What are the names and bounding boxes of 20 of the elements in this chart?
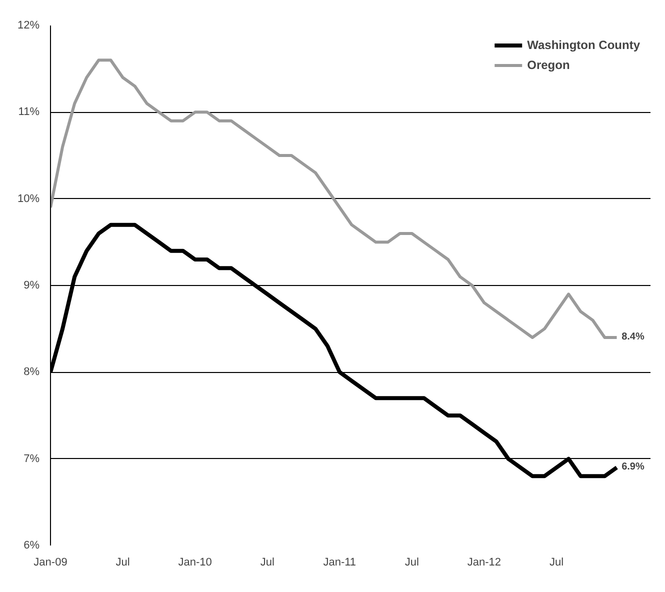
annotation: 6.9% — [622, 462, 644, 472]
annotation: 8.4% — [622, 332, 644, 342]
y-tick-label: 7% — [24, 452, 40, 465]
y-tick-label: 12% — [17, 20, 40, 32]
x-tick-label: Jul — [549, 556, 564, 568]
legend-label: Oregon — [527, 58, 570, 72]
x-tick-label: Jan-10 — [178, 556, 212, 568]
x-tick-label: Jan-12 — [467, 556, 502, 568]
y-tick-label: 8% — [24, 366, 40, 378]
x-tick-label: Jul — [116, 556, 130, 568]
x-tick-label: Jul — [260, 556, 274, 568]
y-tick-label: 10% — [17, 192, 40, 205]
x-tick-label: Jan-09 — [34, 556, 68, 568]
x-tick-label: Jan-11 — [323, 556, 356, 568]
y-tick-label: 11% — [18, 106, 40, 118]
line-series — [50, 58, 618, 339]
legend-label: Washington County — [527, 38, 640, 52]
x-tick-label: Jul — [404, 556, 419, 568]
y-tick-label: 6% — [24, 540, 40, 552]
y-tick-label: 9% — [24, 280, 40, 292]
